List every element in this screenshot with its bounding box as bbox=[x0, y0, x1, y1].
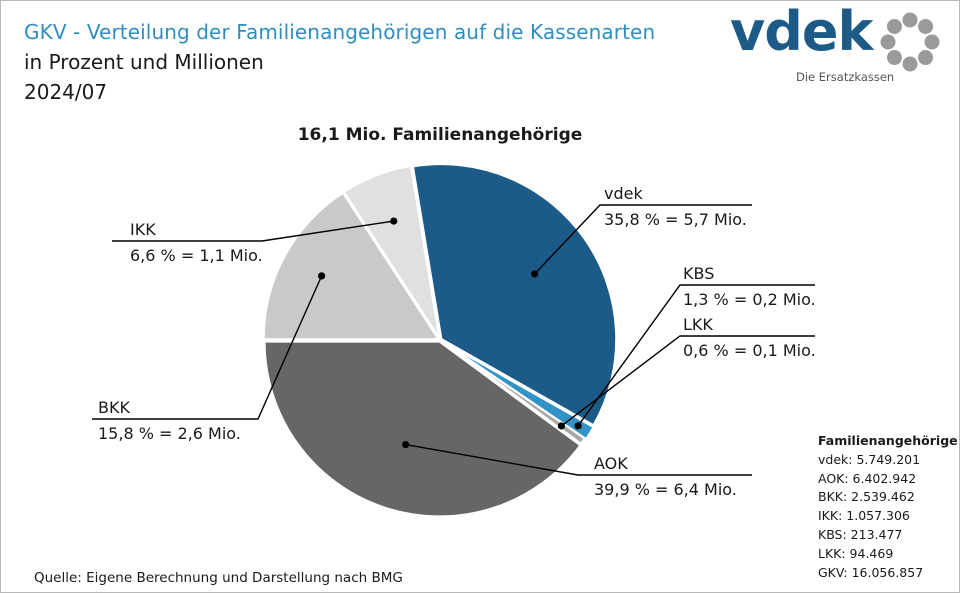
info-line-vdek: vdek: 5.749.201 bbox=[818, 451, 921, 467]
logo-ring-dot bbox=[886, 50, 902, 66]
callout-value-ikk: 6,6 % = 1,1 Mio. bbox=[130, 246, 263, 265]
info-box: Familienangehörige vdek: 5.749.201 AOK: … bbox=[818, 432, 958, 582]
pie-slice-aok bbox=[263, 340, 582, 518]
period-label: 2024/07 bbox=[24, 80, 108, 104]
logo-ring-dot bbox=[880, 34, 896, 50]
callout-value-bkk: 15,8 % = 2,6 Mio. bbox=[98, 424, 241, 443]
callout-value-kbs: 1,3 % = 0,2 Mio. bbox=[683, 290, 816, 309]
callout-name-lkk: LKK bbox=[683, 315, 713, 334]
info-line-kbs: KBS: 213.477 bbox=[818, 526, 903, 542]
logo-ring-dot bbox=[886, 18, 902, 34]
logo-ring-dot bbox=[924, 34, 940, 50]
callout-name-bkk: BKK bbox=[98, 398, 130, 417]
page-subtitle: in Prozent und Millionen bbox=[24, 50, 264, 74]
page-title: GKV - Verteilung der Familienangehörigen… bbox=[24, 20, 656, 44]
callout-name-ikk: IKK bbox=[130, 220, 156, 239]
callout-line-bkk bbox=[92, 275, 323, 420]
logo-ring-dot bbox=[918, 50, 934, 66]
callout-value-vdek: 35,8 % = 5,7 Mio. bbox=[604, 210, 747, 229]
callout-line-kbs bbox=[577, 284, 815, 427]
callout-line-vdek bbox=[534, 204, 752, 275]
source-note: Quelle: Eigene Berechnung und Darstellun… bbox=[34, 570, 403, 586]
pie-slice-vdek bbox=[411, 163, 618, 427]
logo-ring-dot bbox=[902, 56, 918, 72]
pie-slice-ikk bbox=[342, 164, 441, 340]
callout-line-lkk bbox=[561, 335, 815, 427]
callout-value-aok: 39,9 % = 6,4 Mio. bbox=[594, 480, 737, 499]
info-line-lkk: LKK: 94.469 bbox=[818, 545, 894, 561]
logo-wordmark: vdek bbox=[730, 0, 873, 63]
callout-name-kbs: KBS bbox=[683, 264, 714, 283]
callout-name-vdek: vdek bbox=[604, 184, 643, 203]
callout-line-ikk bbox=[112, 220, 394, 242]
info-heading: Familienangehörige bbox=[818, 433, 958, 448]
info-line-aok: AOK: 6.402.942 bbox=[818, 470, 917, 486]
callout-value-lkk: 0,6 % = 0,1 Mio. bbox=[683, 341, 816, 360]
pie-slice-bkk bbox=[262, 191, 441, 341]
info-line-ikk: IKK: 1.057.306 bbox=[818, 508, 910, 524]
pie-slice-kbs bbox=[440, 339, 596, 441]
pie-slice-lkk bbox=[439, 339, 587, 446]
logo-ring-icon bbox=[880, 12, 940, 72]
logo-ring-dot bbox=[918, 18, 934, 34]
callout-line-aok bbox=[405, 443, 752, 476]
vdek-logo: vdek Die Ersatzkassen bbox=[730, 0, 950, 88]
logo-tagline: Die Ersatzkassen bbox=[796, 70, 895, 84]
chart-title: 16,1 Mio. Familienangehörige bbox=[297, 125, 583, 145]
logo-ring-dot bbox=[902, 12, 918, 28]
info-line-gkv: GKV: 16.056.857 bbox=[818, 564, 924, 580]
info-line-bkk: BKK: 2.539.462 bbox=[818, 489, 915, 505]
callout-name-aok: AOK bbox=[594, 454, 628, 473]
